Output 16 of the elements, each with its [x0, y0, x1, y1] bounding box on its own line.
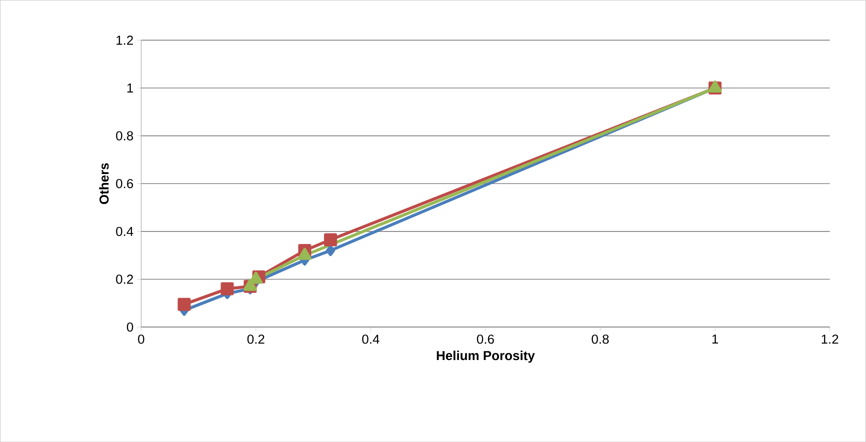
- y-tick-label: 0.2: [116, 274, 133, 284]
- x-axis-title: Helium Porosity: [436, 350, 535, 363]
- y-tick-label: 0: [126, 322, 134, 332]
- y-tick-label: 0.6: [116, 178, 134, 188]
- y-axis-title: Others: [99, 163, 109, 204]
- x-tick-label: 0.2: [247, 334, 264, 344]
- x-tick-label: 0.4: [362, 334, 380, 344]
- y-tick-label: 1: [127, 83, 133, 92]
- x-tick-label: 0.8: [592, 334, 609, 344]
- x-tick-label: 0: [138, 334, 144, 344]
- y-tick-label: 0.8: [116, 131, 134, 140]
- y-tick-label: 1.2: [116, 36, 133, 45]
- x-tick-label: 1: [712, 334, 718, 344]
- y-tick-label: 0.4: [116, 226, 134, 236]
- x-tick-label: 0.6: [476, 334, 494, 344]
- x-tick-label: 1.2: [822, 334, 838, 344]
